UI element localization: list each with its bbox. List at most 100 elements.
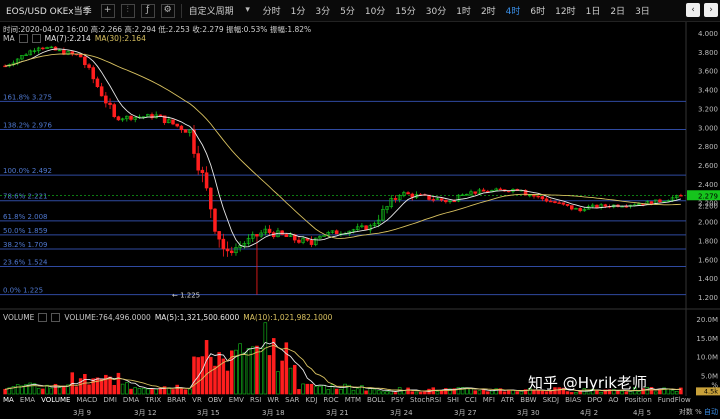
- ma-settings-button[interactable]: [18, 34, 28, 43]
- volume-bar: [53, 383, 58, 395]
- indicator-fundflow[interactable]: FundFlow: [657, 396, 691, 404]
- volume-bar: [141, 388, 146, 395]
- indicator-mfi[interactable]: MFI: [482, 396, 495, 404]
- indicator-icon[interactable]: ƒ: [140, 3, 155, 18]
- indicator-mtm[interactable]: MTM: [344, 396, 362, 404]
- indicator-stochrsi[interactable]: StochRSI: [410, 396, 442, 404]
- period-11[interactable]: 12时: [555, 7, 576, 17]
- indicator-brar[interactable]: BRAR: [167, 396, 187, 404]
- indicator-shi[interactable]: SHI: [447, 396, 459, 404]
- candle-body: [477, 189, 482, 194]
- period-7[interactable]: 1时: [456, 7, 471, 17]
- candle-body: [481, 189, 486, 192]
- volume-bar: [150, 388, 154, 395]
- candle-body: [355, 226, 360, 230]
- period-2[interactable]: 3分: [315, 7, 331, 17]
- indicator-macd[interactable]: MACD: [76, 396, 98, 404]
- indicator-emv[interactable]: EMV: [228, 396, 244, 404]
- indicator-volume[interactable]: VOLUME: [41, 396, 71, 404]
- ma-close-button[interactable]: [31, 34, 41, 43]
- period-10[interactable]: 6时: [530, 7, 546, 17]
- indicator-cci[interactable]: CCI: [464, 396, 477, 404]
- volume-bar: [62, 387, 66, 395]
- period-1[interactable]: 1分: [290, 7, 306, 17]
- indicator-roc[interactable]: ROC: [323, 396, 339, 404]
- candle-body: [334, 230, 339, 235]
- indicator-psy[interactable]: PSY: [391, 396, 404, 404]
- settings-icon[interactable]: ⚙: [160, 3, 175, 18]
- candle-body: [662, 201, 666, 203]
- volume-bar: [271, 338, 276, 395]
- volume-bar: [502, 391, 507, 395]
- candle-body: [313, 237, 318, 245]
- indicator-position[interactable]: Position: [624, 396, 652, 404]
- indicator-wr[interactable]: WR: [267, 396, 280, 404]
- indicator-dpo[interactable]: DPO: [587, 396, 603, 404]
- collapse-icon[interactable]: ‹: [686, 3, 700, 17]
- indicator-trix[interactable]: TRIX: [145, 396, 162, 404]
- candle-body: [385, 206, 389, 210]
- period-14[interactable]: 3日: [635, 7, 650, 17]
- period-0[interactable]: 分时: [262, 7, 281, 17]
- volume-bar: [192, 356, 196, 395]
- volume-bar: [305, 383, 310, 395]
- chart-type-icon[interactable]: ⫶: [120, 3, 135, 18]
- x-tick: 3月 9: [73, 409, 92, 417]
- expand-icon[interactable]: ›: [704, 3, 718, 17]
- period-9[interactable]: 4时: [505, 7, 521, 17]
- volume-bar: [99, 378, 104, 395]
- candle-body: [456, 194, 461, 202]
- indicator-sar[interactable]: SAR: [285, 396, 300, 404]
- period-3[interactable]: 5分: [340, 7, 355, 17]
- candle-body: [406, 192, 410, 195]
- candle-body: [448, 200, 452, 203]
- watermark: 知乎 @Hyrik老师: [528, 374, 647, 392]
- indicator-dmi[interactable]: DMI: [103, 396, 117, 404]
- candle-body: [32, 50, 37, 52]
- candle-body: [393, 198, 398, 200]
- candle-body: [280, 230, 284, 235]
- candle-body: [540, 196, 545, 200]
- indicator-ao[interactable]: AO: [608, 396, 619, 404]
- indicator-atr[interactable]: ATR: [500, 396, 515, 404]
- volume-bar: [406, 387, 410, 395]
- period-4[interactable]: 10分: [364, 7, 386, 17]
- chevron-down-icon[interactable]: ▾: [245, 5, 250, 15]
- indicator-vr[interactable]: VR: [192, 396, 202, 404]
- volume-bar: [154, 388, 158, 395]
- volume-ma10: MA(10):1,021,982.1000: [243, 313, 333, 322]
- indicator-kdj[interactable]: KDJ: [305, 396, 318, 404]
- price-tick: 3.600: [698, 68, 718, 76]
- scale-auto[interactable]: 自动: [704, 408, 718, 416]
- candle-body: [246, 237, 251, 244]
- current-price-label: 2.279: [698, 192, 718, 200]
- volume-bar: [204, 340, 209, 395]
- indicator-boll[interactable]: BOLL: [367, 396, 386, 404]
- candle-body: [469, 191, 473, 195]
- custom-period-select[interactable]: 自定义周期: [188, 7, 234, 17]
- scale-percent[interactable]: %: [695, 408, 702, 416]
- indicator-bias[interactable]: BIAS: [565, 396, 582, 404]
- indicator-skdj[interactable]: SKDJ: [542, 396, 560, 404]
- indicator-bbw[interactable]: BBW: [520, 396, 537, 404]
- period-5[interactable]: 15分: [395, 7, 416, 17]
- indicator-ma[interactable]: MA: [3, 396, 14, 404]
- indicator-dma[interactable]: DMA: [122, 396, 140, 404]
- period-6[interactable]: 30分: [425, 7, 447, 17]
- period-8[interactable]: 2时: [480, 7, 496, 17]
- candle-body: [460, 194, 465, 196]
- symbol-title[interactable]: EOS/USD OKEx当季: [6, 7, 92, 17]
- indicator-obv[interactable]: OBV: [207, 396, 223, 404]
- scale-log[interactable]: 对数: [678, 408, 693, 416]
- indicator-rsi[interactable]: RSI: [249, 396, 262, 404]
- add-icon[interactable]: +: [100, 3, 115, 18]
- candle-body: [465, 193, 469, 196]
- indicator-ema[interactable]: EMA: [19, 396, 36, 404]
- period-12[interactable]: 1日: [585, 7, 601, 17]
- volume-settings-button[interactable]: [38, 313, 48, 322]
- candle-body: [45, 47, 49, 50]
- volume-close-button[interactable]: [51, 313, 61, 322]
- candle-body: [553, 201, 557, 204]
- period-13[interactable]: 2日: [610, 7, 626, 17]
